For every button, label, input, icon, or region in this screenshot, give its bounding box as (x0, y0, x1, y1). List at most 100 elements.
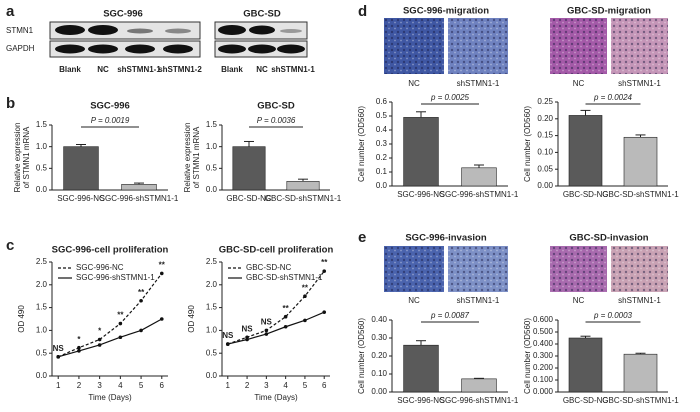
series-line (57, 273, 163, 358)
y-tick-label: 0.200 (533, 363, 554, 372)
series-line (227, 270, 325, 345)
x-tick-label: GBC-SD-shSTMN1-1 (602, 396, 679, 405)
series-marker (77, 345, 81, 350)
series-marker (303, 294, 307, 299)
error-bar (580, 335, 591, 338)
legend-label: GBC-SD-NC (246, 263, 292, 272)
error-bar (474, 377, 484, 379)
error-bar (244, 140, 254, 147)
lane-label: Blank (59, 65, 81, 74)
lane-label: NC (97, 65, 109, 74)
x-tick-label: 2 (245, 381, 250, 390)
y-tick-label: 0.0 (206, 371, 218, 380)
y-axis-label: Cell number (OD560) (357, 318, 366, 394)
y-tick-label: 0.5 (206, 163, 218, 172)
micrograph-texture (550, 18, 607, 74)
error-bar (416, 111, 426, 118)
series-marker (139, 328, 143, 333)
y-tick-label: 0.2 (376, 153, 388, 162)
y-tick-label: 0.05 (537, 164, 553, 173)
y-tick-label: 0.40 (371, 315, 387, 324)
micrograph-texture (384, 18, 444, 74)
y-tick-label: 0.00 (537, 181, 553, 190)
y-axis-label: Cell number (OD560) (523, 318, 532, 394)
image-label: shSTMN1-1 (618, 296, 661, 305)
y-tick-label: 0.0 (36, 185, 48, 194)
y-tick-label: 0.30 (371, 333, 387, 342)
y-tick-label: 2.0 (206, 280, 218, 289)
micrograph-texture (384, 246, 444, 292)
y-tick-label: 0.5 (36, 348, 48, 357)
error-bar (416, 340, 426, 346)
error-bar (580, 109, 591, 116)
chart-title: SGC-996-cell proliferation (52, 245, 169, 256)
y-tick-label: 1.5 (206, 120, 218, 129)
x-tick-label: 5 (303, 381, 308, 390)
image-label: shSTMN1-1 (457, 296, 500, 305)
lane-label: Blank (221, 65, 243, 74)
y-tick-label: 0.100 (533, 375, 554, 384)
x-tick-label: GBC-SD-NC (563, 190, 609, 199)
significance-label: ** (321, 258, 328, 267)
image-label: NC (408, 296, 420, 305)
lane-label: NC (256, 65, 268, 74)
y-tick-label: 1.0 (206, 142, 218, 151)
chart-title: SGC-996-migration (403, 6, 489, 17)
x-tick-label: 2 (77, 381, 82, 390)
series-marker (118, 321, 123, 326)
series-marker (322, 269, 327, 273)
y-tick-label: 0.10 (371, 369, 387, 378)
series-marker (118, 335, 123, 340)
x-tick-label: GBC-SD-NC (226, 194, 272, 203)
micrograph-texture (550, 246, 607, 292)
bar (461, 167, 497, 187)
chart: NC shSTMN1-1 GBC-SD-migration 0.00 0.05 0.10 0… (523, 6, 679, 200)
x-tick-label: 3 (264, 381, 269, 390)
y-tick-label: 0.600 (533, 315, 554, 324)
protein-label: STMN1 (6, 26, 34, 35)
x-tick-label: 5 (139, 381, 144, 390)
y-tick-label: 2.5 (206, 257, 218, 266)
blot-title: SGC-996 (103, 9, 143, 20)
y-tick-label: 1.5 (206, 303, 218, 312)
bar (568, 115, 603, 187)
image-label: NC (573, 296, 585, 305)
significance-label: ** (302, 283, 309, 292)
y-tick-label: 2.5 (36, 257, 48, 266)
bands (55, 25, 305, 54)
p-value: p = 0.0024 (593, 93, 633, 102)
p-value: p = 0.0003 (593, 311, 633, 320)
micrograph-texture (448, 18, 508, 74)
significance-label: * (98, 327, 102, 336)
series-marker (283, 314, 288, 319)
y-tick-label: 0.0 (376, 181, 388, 190)
p-value: p = 0.0087 (430, 311, 470, 320)
image-label: NC (573, 79, 585, 88)
error-bar (474, 164, 484, 168)
y-tick-label: 0.0 (36, 371, 48, 380)
panel-labels: a b c d e (6, 3, 367, 254)
y-tick-label: 0.10 (537, 148, 553, 157)
series-marker (264, 332, 269, 336)
x-tick-label: GBC-SD-shSTMN1-1 (265, 194, 342, 203)
y-tick-label: 1.5 (36, 303, 48, 312)
y-axis-label: Relative expression (13, 123, 22, 193)
series-marker (56, 355, 61, 359)
series-marker (303, 318, 307, 323)
series-marker (97, 337, 102, 342)
chart: SGC-996 0.0 0.5 1.0 1.5 Relative expression of… (13, 101, 179, 204)
series-marker (77, 349, 81, 353)
bar (286, 181, 320, 191)
chart: NC shSTMN1-1 SGC-996-migration 0.0 0.1 0.2 0.3… (357, 6, 519, 200)
series-marker (97, 343, 102, 347)
blot-strip (49, 21, 201, 40)
bar (232, 146, 266, 191)
chart: NC shSTMN1-1 GBC-SD-invasion 0.000 0.100 0.20… (523, 233, 679, 406)
micrograph-texture (611, 18, 668, 74)
y-tick-label: 0.00 (371, 387, 387, 396)
x-tick-label: SGC-996-NC (397, 190, 445, 199)
y-tick-label: 1.5 (36, 120, 48, 129)
y-tick-label: 0.15 (537, 131, 553, 140)
series-marker (159, 317, 164, 321)
series-line (58, 318, 163, 358)
